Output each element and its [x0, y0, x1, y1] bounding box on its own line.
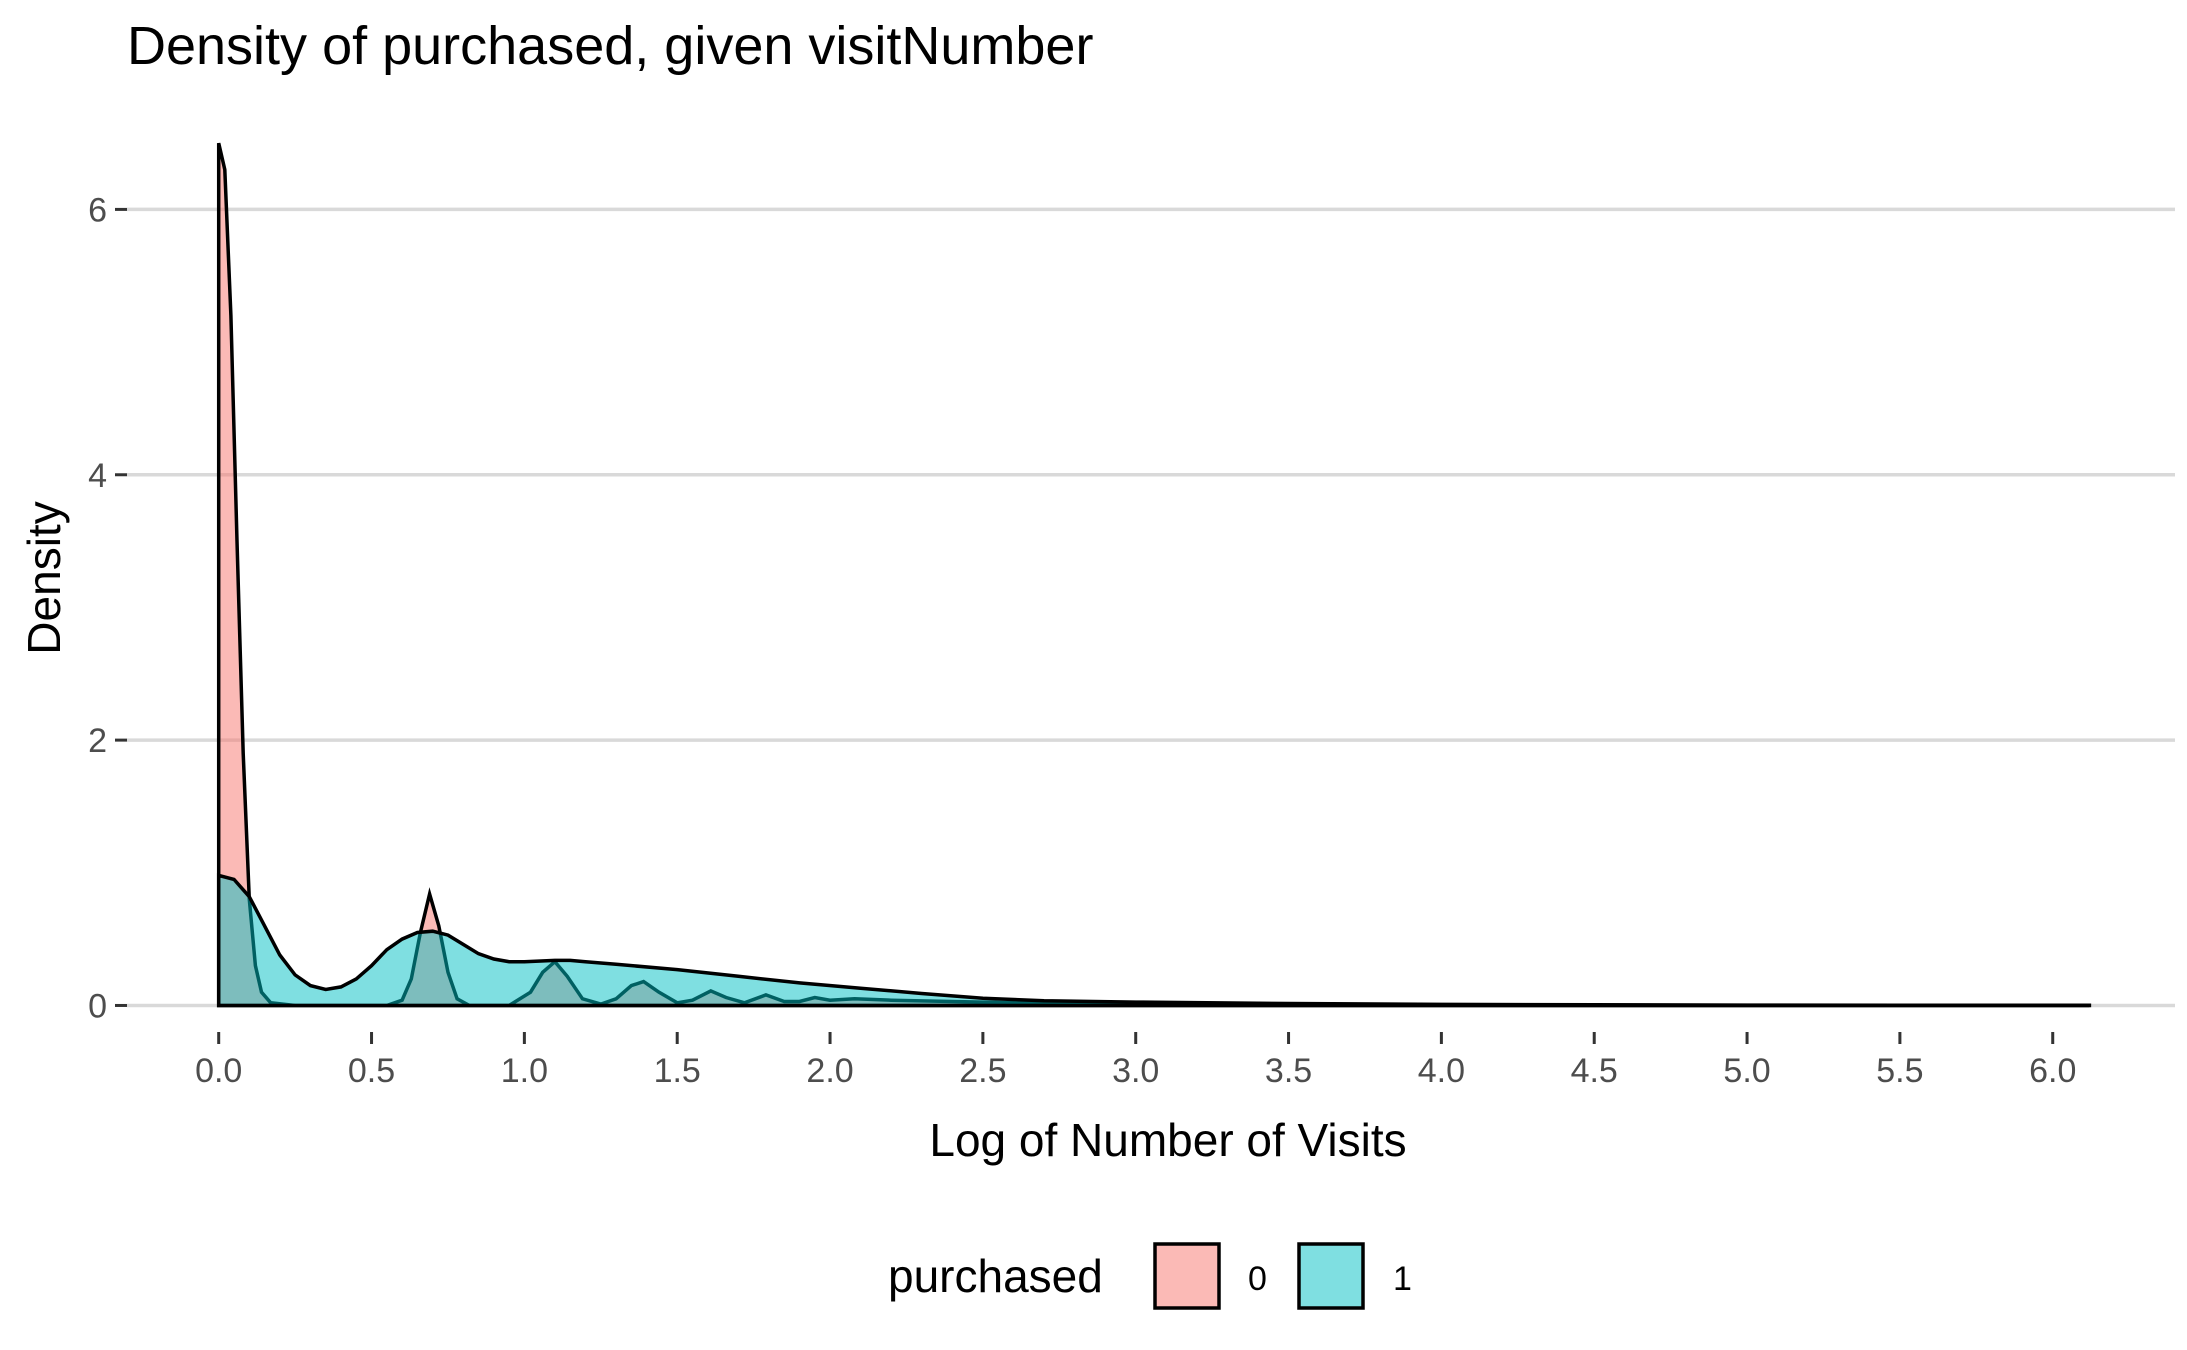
legend-label-0: 0: [1248, 1260, 1267, 1298]
y-axis-title: Density: [18, 501, 70, 654]
y-tick-label-6: 6: [88, 191, 107, 229]
x-tick-label-6.0: 6.0: [2029, 1052, 2076, 1090]
chart-title: Density of purchased, given visitNumber: [127, 16, 1093, 76]
legend-title: purchased: [888, 1250, 1103, 1302]
x-tick-label-1.5: 1.5: [654, 1052, 701, 1090]
x-axis-title: Log of Number of Visits: [929, 1114, 1406, 1166]
x-axis: 0.0 0.5 1.0 1.5 2.0 2.5 3.0 3.5 4.0 4.5 5.0 5.5 6.0: [195, 1032, 2076, 1090]
y-tick-label-4: 4: [88, 457, 107, 495]
x-tick-label-1.0: 1.0: [501, 1052, 548, 1090]
x-tick-label-2.5: 2.5: [959, 1052, 1006, 1090]
x-tick-label-5.0: 5.0: [1723, 1052, 1770, 1090]
density-areas: [216, 142, 2092, 1008]
density-area-1: [216, 873, 2092, 1008]
x-tick-label-4.0: 4.0: [1418, 1052, 1465, 1090]
legend-key-1: [1297, 1242, 1365, 1310]
x-tick-label-5.5: 5.5: [1876, 1052, 1923, 1090]
x-tick-label-0.5: 0.5: [348, 1052, 395, 1090]
y-tick-label-2: 2: [88, 722, 107, 760]
x-tick-label-3.5: 3.5: [1265, 1052, 1312, 1090]
legend-label-1: 1: [1393, 1260, 1412, 1298]
x-tick-label-3.0: 3.0: [1112, 1052, 1159, 1090]
grid-lines: [127, 207, 2175, 1008]
density-area-0: [216, 142, 2090, 1008]
y-tick-label-0: 0: [88, 987, 107, 1025]
x-tick-label-4.5: 4.5: [1571, 1052, 1618, 1090]
x-tick-label-0.0: 0.0: [195, 1052, 242, 1090]
legend-key-0: [1153, 1242, 1221, 1310]
y-axis: 0 2 4 6: [88, 191, 127, 1025]
legend: purchased 0 1: [888, 1242, 1412, 1310]
x-tick-label-2.0: 2.0: [806, 1052, 853, 1090]
